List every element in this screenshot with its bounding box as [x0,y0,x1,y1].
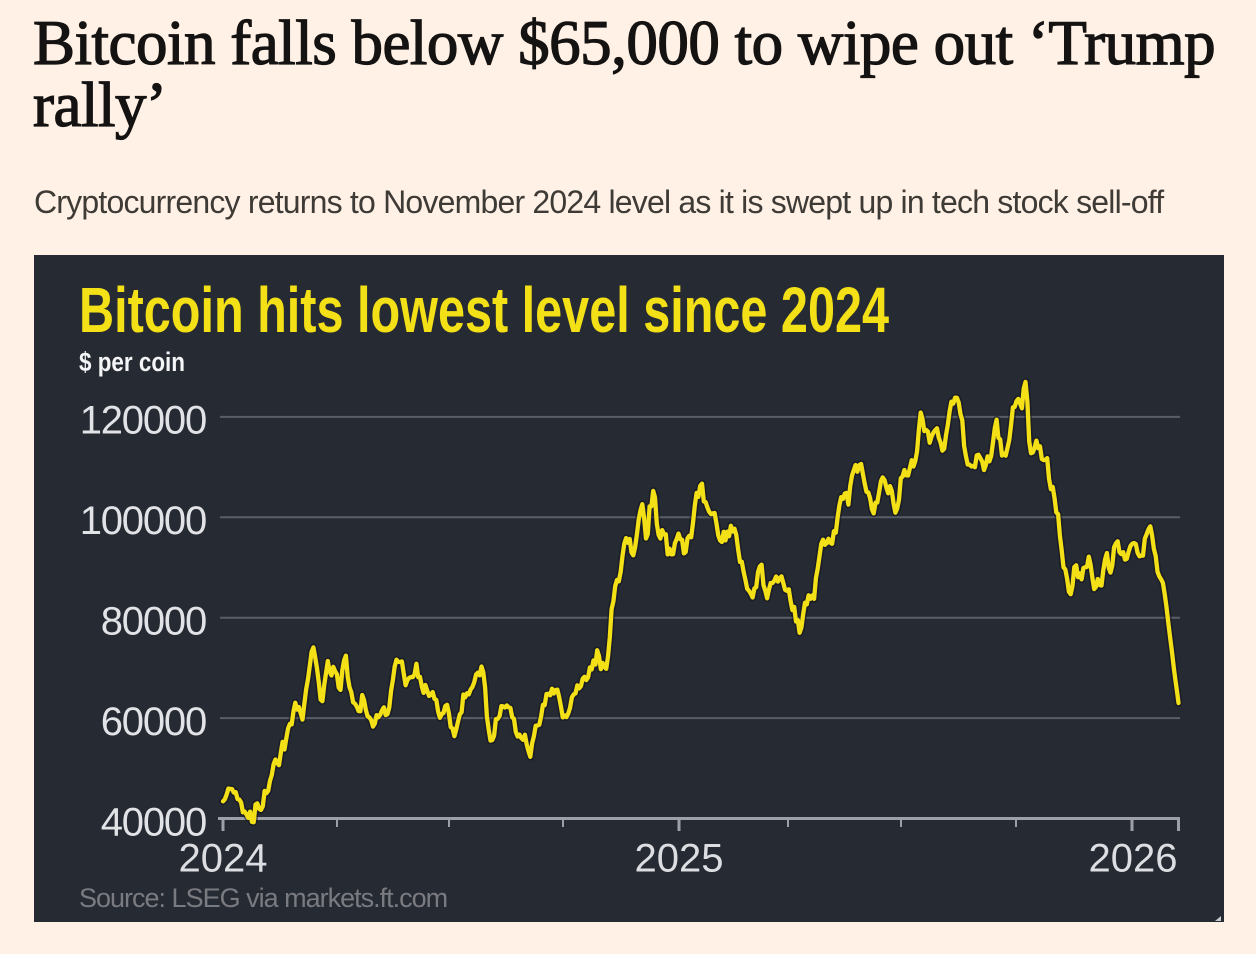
svg-text:60000: 60000 [101,700,206,744]
svg-text:Source: LSEG via markets.ft.co: Source: LSEG via markets.ft.com [79,883,447,913]
svg-text:Bitcoin hits lowest level sinc: Bitcoin hits lowest level since 2024 [79,274,889,346]
svg-text:2026: 2026 [1089,837,1178,881]
svg-text:$ per coin: $ per coin [79,347,185,377]
svg-text:2024: 2024 [179,837,268,881]
svg-text:100000: 100000 [80,499,206,543]
svg-text:2025: 2025 [635,837,724,881]
svg-text:120000: 120000 [80,399,206,443]
svg-text:80000: 80000 [101,600,206,644]
svg-text:40000: 40000 [101,800,206,844]
